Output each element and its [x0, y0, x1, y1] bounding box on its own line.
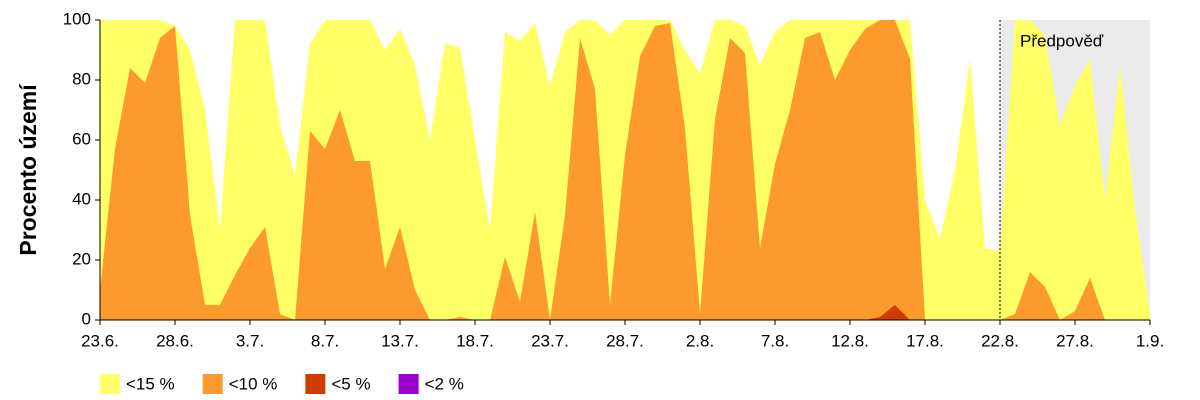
legend-swatch	[202, 374, 223, 394]
x-tick-label: 3.7.	[236, 331, 264, 350]
forecast-label: Předpověď	[1020, 31, 1104, 50]
legend-swatch	[398, 374, 419, 394]
y-tick-label: 100	[63, 9, 91, 28]
y-tick-label: 60	[72, 129, 91, 148]
x-tick-label: 18.7.	[456, 331, 494, 350]
x-tick-label: 1.9.	[1136, 331, 1164, 350]
x-tick-label: 8.7.	[311, 331, 339, 350]
x-tick-label: 28.7.	[606, 331, 644, 350]
y-axis-label: Procento území	[15, 83, 41, 256]
y-tick-label: 80	[72, 69, 91, 88]
area	[100, 20, 1150, 320]
legend-label: <15 %	[126, 374, 175, 393]
x-tick-label: 12.8.	[831, 331, 869, 350]
y-tick-label: 40	[72, 189, 91, 208]
y-tick-label: 20	[72, 249, 91, 268]
x-tick-label: 27.8.	[1056, 331, 1094, 350]
legend-swatch	[305, 374, 326, 394]
x-tick-label: 17.8.	[906, 331, 944, 350]
legend-label: <2 %	[425, 374, 464, 393]
x-tick-label: 2.8.	[686, 331, 714, 350]
x-tick-label: 7.8.	[761, 331, 789, 350]
x-tick-label: 13.7.	[381, 331, 419, 350]
legend-label: <10 %	[229, 374, 278, 393]
x-tick-label: 28.6.	[156, 331, 194, 350]
area	[100, 305, 1150, 320]
legend-label: <5 %	[331, 374, 370, 393]
y-tick-label: 0	[82, 309, 91, 328]
x-tick-label: 23.6.	[81, 331, 119, 350]
x-tick-label: 23.7.	[531, 331, 569, 350]
legend-swatch	[100, 374, 120, 394]
x-tick-label: 22.8.	[981, 331, 1019, 350]
